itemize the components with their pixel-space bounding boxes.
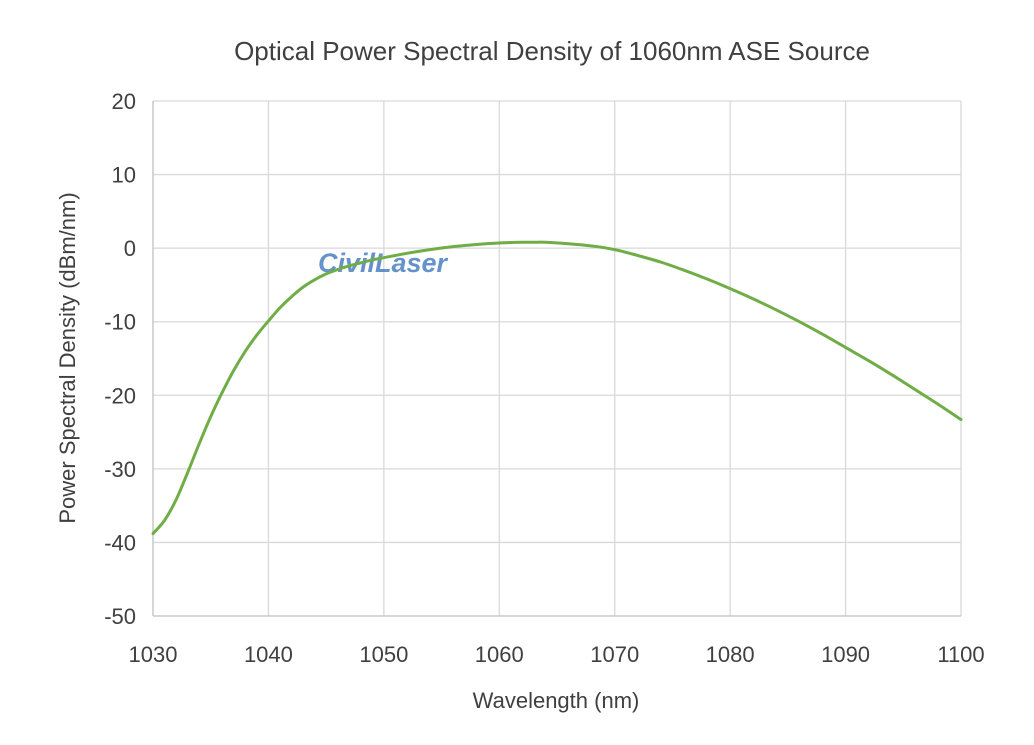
y-tick-label: -40 bbox=[104, 530, 136, 555]
gridlines bbox=[153, 100, 962, 616]
axes bbox=[152, 101, 961, 617]
y-tick-label: -10 bbox=[104, 310, 136, 335]
y-tick-label: -30 bbox=[104, 457, 136, 482]
x-tick-label: 1060 bbox=[475, 642, 524, 667]
x-tick-label: 1100 bbox=[937, 642, 984, 667]
watermark: CivilLaser bbox=[318, 248, 449, 278]
x-tick-label: 1040 bbox=[244, 642, 293, 667]
x-tick-label: 1030 bbox=[129, 642, 178, 667]
y-axis-title: Power Spectral Density (dBm/nm) bbox=[55, 192, 80, 523]
x-tick-label: 1070 bbox=[590, 642, 639, 667]
series-lines bbox=[151, 240, 963, 536]
y-tick-label: 0 bbox=[124, 236, 136, 261]
chart-title: Optical Power Spectral Density of 1060nm… bbox=[234, 36, 870, 66]
x-axis-title: Wavelength (nm) bbox=[473, 688, 640, 713]
y-tick-label: 20 bbox=[112, 89, 136, 114]
x-tick-label: 1090 bbox=[821, 642, 870, 667]
x-tick-label: 1050 bbox=[359, 642, 408, 667]
x-tick-label: 1080 bbox=[706, 642, 755, 667]
y-tick-label: -50 bbox=[104, 604, 136, 629]
y-tick-label: -20 bbox=[104, 383, 136, 408]
series-line bbox=[151, 240, 963, 536]
y-tick-label: 10 bbox=[112, 163, 136, 188]
watermark-logo-text: CivilLaser bbox=[318, 248, 449, 278]
